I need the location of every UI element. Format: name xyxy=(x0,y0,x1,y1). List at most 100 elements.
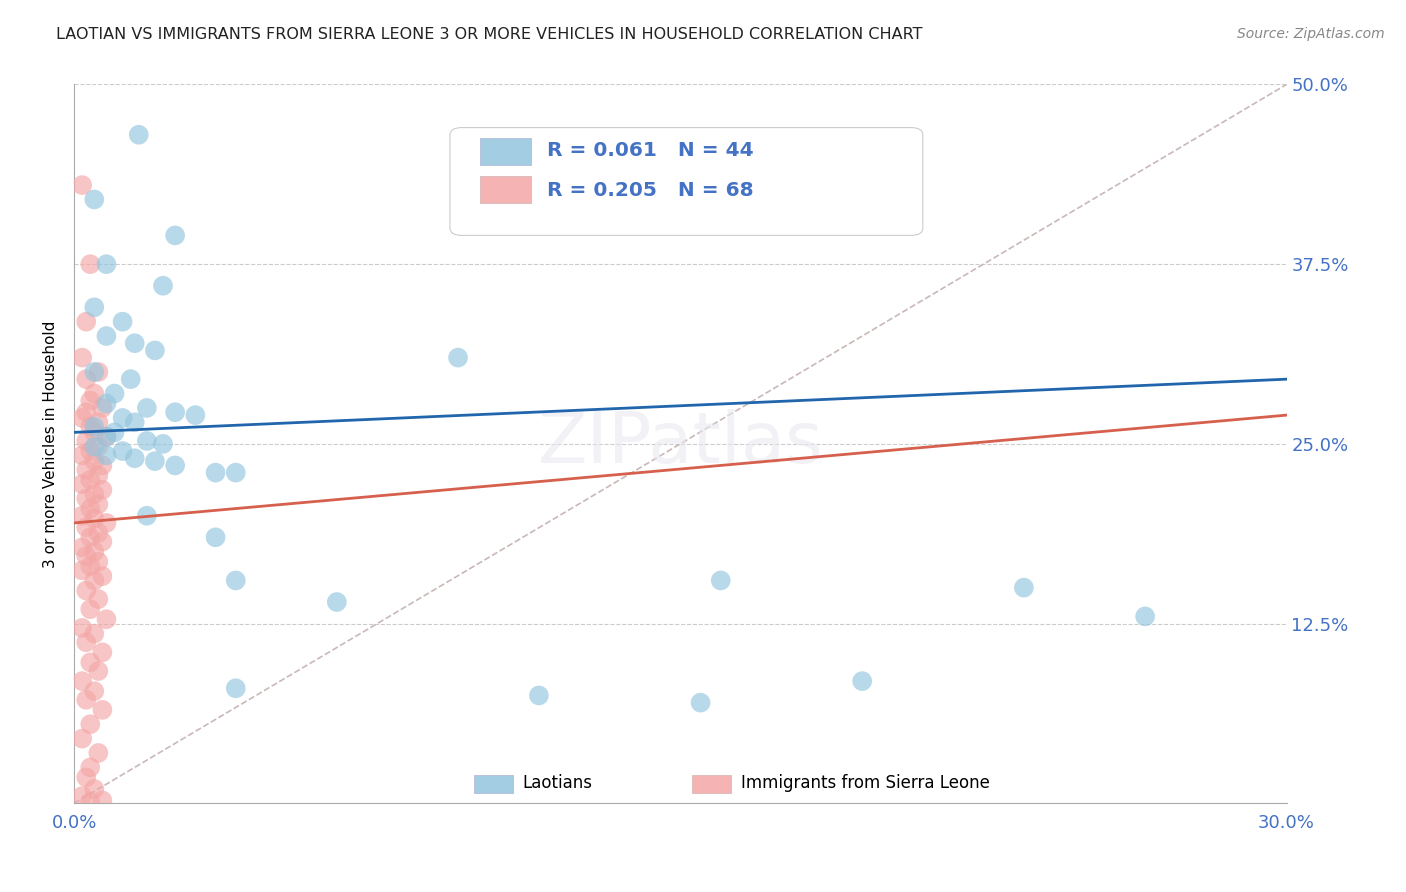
Point xyxy=(83,365,105,379)
Point xyxy=(75,771,97,785)
Point xyxy=(165,228,187,243)
Point xyxy=(79,760,101,774)
Point xyxy=(70,731,93,746)
Text: R = 0.205   N = 68: R = 0.205 N = 68 xyxy=(547,181,754,201)
Point xyxy=(96,329,118,343)
Point xyxy=(79,795,101,809)
Point xyxy=(79,444,101,458)
Point xyxy=(96,449,118,463)
FancyBboxPatch shape xyxy=(693,774,731,792)
Point xyxy=(1012,581,1035,595)
Point xyxy=(83,684,105,698)
Point xyxy=(83,454,105,468)
Point xyxy=(83,511,105,525)
Point xyxy=(111,315,134,329)
FancyBboxPatch shape xyxy=(481,137,531,165)
Point xyxy=(91,534,114,549)
Point xyxy=(103,386,125,401)
Point xyxy=(96,516,118,530)
Point xyxy=(75,315,97,329)
Point xyxy=(96,430,118,444)
Text: Laotians: Laotians xyxy=(523,774,593,792)
Point xyxy=(143,454,166,468)
Point xyxy=(135,434,157,448)
Text: LAOTIAN VS IMMIGRANTS FROM SIERRA LEONE 3 OR MORE VEHICLES IN HOUSEHOLD CORRELAT: LAOTIAN VS IMMIGRANTS FROM SIERRA LEONE … xyxy=(56,27,922,42)
Point xyxy=(96,257,118,271)
Point xyxy=(75,372,97,386)
Point xyxy=(79,602,101,616)
Point xyxy=(79,393,101,408)
Point xyxy=(83,300,105,314)
Point xyxy=(75,549,97,563)
Point xyxy=(83,440,105,454)
Point xyxy=(96,430,118,444)
Point xyxy=(447,351,470,365)
Point xyxy=(70,508,93,523)
Point xyxy=(83,193,105,207)
Point xyxy=(91,793,114,807)
Point xyxy=(124,451,146,466)
Point xyxy=(79,656,101,670)
Point xyxy=(689,696,711,710)
Point xyxy=(710,574,733,588)
Point xyxy=(75,635,97,649)
Point xyxy=(70,621,93,635)
Point xyxy=(83,626,105,640)
Point xyxy=(79,473,101,487)
Point xyxy=(165,405,187,419)
Text: ZIPatlas: ZIPatlas xyxy=(537,409,823,478)
Point xyxy=(152,278,174,293)
Point xyxy=(1133,609,1156,624)
Point xyxy=(75,434,97,448)
Point xyxy=(75,405,97,419)
Point xyxy=(79,419,101,434)
Y-axis label: 3 or more Vehicles in Household: 3 or more Vehicles in Household xyxy=(44,320,58,567)
Point xyxy=(91,401,114,415)
Point xyxy=(103,425,125,440)
Point xyxy=(75,491,97,506)
Point xyxy=(204,530,226,544)
Point xyxy=(204,466,226,480)
Point xyxy=(70,178,93,192)
Point xyxy=(83,419,105,434)
Point xyxy=(87,440,110,454)
Point xyxy=(87,468,110,483)
FancyBboxPatch shape xyxy=(481,176,531,203)
FancyBboxPatch shape xyxy=(450,128,922,235)
Point xyxy=(135,508,157,523)
Point xyxy=(87,526,110,541)
Point xyxy=(225,466,247,480)
Point xyxy=(70,411,93,425)
Point xyxy=(87,664,110,678)
Point xyxy=(70,674,93,689)
Point xyxy=(152,437,174,451)
Point xyxy=(75,463,97,477)
Point xyxy=(83,386,105,401)
Point xyxy=(91,483,114,497)
Point xyxy=(75,693,97,707)
Point xyxy=(96,396,118,410)
Point xyxy=(165,458,187,473)
Point xyxy=(70,351,93,365)
Point xyxy=(70,789,93,803)
Text: Immigrants from Sierra Leone: Immigrants from Sierra Leone xyxy=(741,774,990,792)
Point xyxy=(225,574,247,588)
Point xyxy=(83,574,105,588)
Point xyxy=(120,372,142,386)
Point xyxy=(87,592,110,607)
Point xyxy=(79,530,101,544)
Point xyxy=(83,781,105,796)
Point xyxy=(70,449,93,463)
Text: Source: ZipAtlas.com: Source: ZipAtlas.com xyxy=(1237,27,1385,41)
Point xyxy=(527,689,550,703)
Point xyxy=(96,612,118,626)
Point xyxy=(79,501,101,516)
Point xyxy=(135,401,157,415)
Point xyxy=(79,559,101,574)
Point xyxy=(128,128,150,142)
Point xyxy=(87,365,110,379)
Point xyxy=(83,544,105,558)
Point xyxy=(83,487,105,501)
Point xyxy=(91,458,114,473)
Point xyxy=(87,746,110,760)
